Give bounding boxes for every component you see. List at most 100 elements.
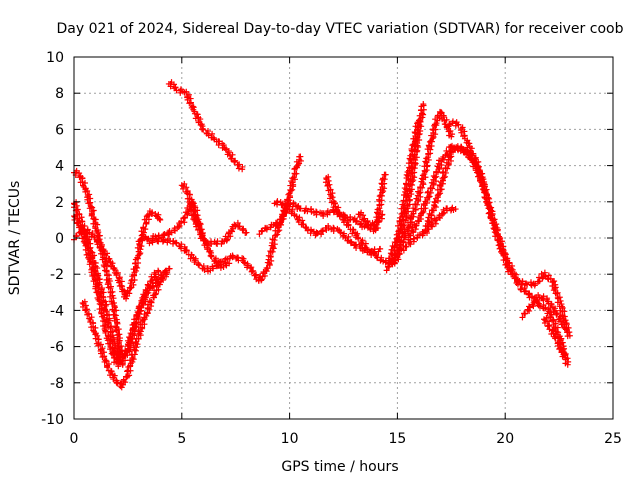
data-point	[427, 146, 434, 153]
data-point	[195, 262, 202, 269]
data-point	[458, 145, 465, 152]
data-point	[297, 205, 304, 212]
data-point	[110, 351, 117, 358]
data-point	[442, 165, 449, 172]
data-point	[101, 251, 108, 258]
data-point	[97, 341, 104, 348]
data-point	[516, 278, 523, 285]
data-point	[407, 152, 414, 159]
data-point	[448, 133, 455, 140]
data-point	[137, 246, 144, 253]
data-point	[330, 227, 337, 234]
data-point	[123, 295, 130, 302]
data-point	[376, 193, 383, 200]
data-point	[84, 311, 91, 318]
data-point	[403, 185, 410, 192]
data-point	[258, 228, 265, 235]
data-point	[165, 265, 172, 272]
data-point	[119, 288, 126, 295]
data-point	[152, 271, 159, 278]
data-point	[167, 83, 174, 90]
data-point	[114, 319, 121, 326]
data-point	[156, 215, 163, 222]
series-arc-17	[405, 143, 572, 336]
data-point	[155, 279, 162, 286]
data-point	[88, 269, 95, 276]
data-point	[377, 257, 384, 264]
data-point	[92, 223, 99, 230]
data-point	[200, 126, 207, 133]
data-point	[423, 155, 430, 162]
data-point	[374, 206, 381, 213]
data-point	[547, 275, 554, 282]
data-points	[71, 79, 573, 391]
data-point	[544, 310, 551, 317]
data-point	[443, 159, 450, 166]
data-point	[132, 340, 139, 347]
data-point	[206, 248, 213, 255]
data-point	[479, 182, 486, 189]
data-point	[379, 211, 386, 218]
data-point	[110, 265, 117, 272]
series-arc-13	[355, 171, 389, 235]
data-point	[518, 286, 525, 293]
data-point	[91, 234, 98, 241]
data-point	[235, 165, 242, 172]
data-point	[104, 363, 111, 370]
data-point	[511, 273, 518, 280]
data-point	[364, 218, 371, 225]
data-point	[325, 223, 332, 230]
series-arc-19	[443, 118, 490, 196]
data-point	[401, 202, 408, 209]
data-point	[525, 291, 532, 298]
data-point	[285, 197, 292, 204]
data-point	[153, 283, 160, 290]
data-point	[291, 212, 298, 219]
data-point	[136, 303, 143, 310]
data-point	[181, 89, 188, 96]
data-point	[187, 255, 194, 262]
data-point	[428, 179, 435, 186]
data-point	[404, 169, 411, 176]
data-point	[409, 142, 416, 149]
data-point	[550, 287, 557, 294]
data-point	[77, 229, 84, 236]
data-point	[225, 230, 232, 237]
data-point	[209, 265, 216, 272]
data-point	[322, 179, 329, 186]
data-point	[172, 84, 179, 91]
data-point	[145, 283, 152, 290]
data-point	[385, 255, 392, 262]
data-point	[393, 231, 400, 238]
data-point	[552, 290, 559, 297]
data-point	[217, 261, 224, 268]
data-point	[94, 241, 101, 248]
y-tick-label: -8	[50, 376, 64, 392]
data-point	[444, 205, 451, 212]
data-point	[499, 238, 506, 245]
series-arc-15	[385, 117, 423, 267]
data-point	[425, 226, 432, 233]
data-point	[547, 313, 554, 320]
data-point	[289, 175, 296, 182]
data-point	[136, 241, 143, 248]
data-point	[550, 307, 557, 314]
data-point	[472, 159, 479, 166]
data-point	[442, 173, 449, 180]
data-point	[126, 284, 133, 291]
data-point	[545, 322, 552, 329]
data-point	[124, 368, 131, 375]
data-point	[261, 272, 268, 279]
data-point	[144, 301, 151, 308]
data-point	[126, 372, 133, 379]
data-point	[240, 225, 247, 232]
data-point	[97, 301, 104, 308]
data-point	[120, 377, 127, 384]
data-point	[433, 168, 440, 175]
data-point	[231, 221, 238, 228]
data-point	[127, 330, 134, 337]
data-point	[86, 200, 93, 207]
data-point	[107, 346, 114, 353]
series-arc-8	[165, 79, 246, 173]
data-point	[236, 223, 243, 230]
